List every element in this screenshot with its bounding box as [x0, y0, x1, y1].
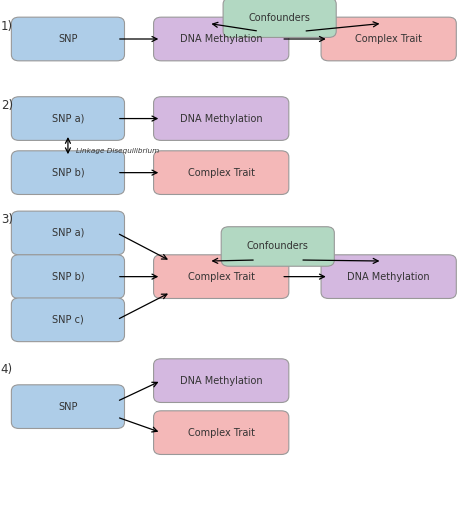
Text: DNA Methylation: DNA Methylation — [180, 375, 263, 386]
Text: SNP a): SNP a) — [52, 228, 84, 238]
Text: Complex Trait: Complex Trait — [188, 427, 255, 438]
Text: Complex Trait: Complex Trait — [188, 271, 255, 282]
Text: SNP a): SNP a) — [52, 113, 84, 124]
Text: DNA Methylation: DNA Methylation — [347, 271, 430, 282]
Text: Complex Trait: Complex Trait — [188, 167, 255, 178]
Text: 2): 2) — [1, 99, 13, 112]
FancyBboxPatch shape — [223, 0, 336, 37]
FancyBboxPatch shape — [11, 298, 125, 342]
FancyBboxPatch shape — [154, 97, 289, 140]
Text: DNA Methylation: DNA Methylation — [180, 113, 263, 124]
FancyBboxPatch shape — [154, 255, 289, 298]
Text: Linkage Disequilibrium: Linkage Disequilibrium — [76, 148, 159, 154]
Text: 4): 4) — [1, 363, 13, 376]
FancyBboxPatch shape — [11, 17, 125, 61]
Text: SNP: SNP — [58, 34, 78, 44]
Text: SNP b): SNP b) — [52, 271, 84, 282]
Text: Confounders: Confounders — [247, 241, 309, 252]
FancyBboxPatch shape — [154, 359, 289, 402]
FancyBboxPatch shape — [321, 17, 456, 61]
FancyBboxPatch shape — [221, 227, 334, 266]
FancyBboxPatch shape — [321, 255, 456, 298]
FancyBboxPatch shape — [154, 151, 289, 194]
Text: DNA Methylation: DNA Methylation — [180, 34, 263, 44]
Text: SNP c): SNP c) — [52, 315, 84, 325]
Text: Confounders: Confounders — [249, 12, 310, 23]
FancyBboxPatch shape — [11, 97, 125, 140]
Text: 1): 1) — [1, 20, 13, 33]
FancyBboxPatch shape — [11, 151, 125, 194]
FancyBboxPatch shape — [11, 385, 125, 428]
Text: SNP: SNP — [58, 401, 78, 412]
FancyBboxPatch shape — [154, 411, 289, 454]
Text: SNP b): SNP b) — [52, 167, 84, 178]
FancyBboxPatch shape — [154, 17, 289, 61]
FancyBboxPatch shape — [11, 255, 125, 298]
FancyBboxPatch shape — [11, 211, 125, 255]
Text: 3): 3) — [1, 213, 13, 226]
Text: Complex Trait: Complex Trait — [355, 34, 422, 44]
